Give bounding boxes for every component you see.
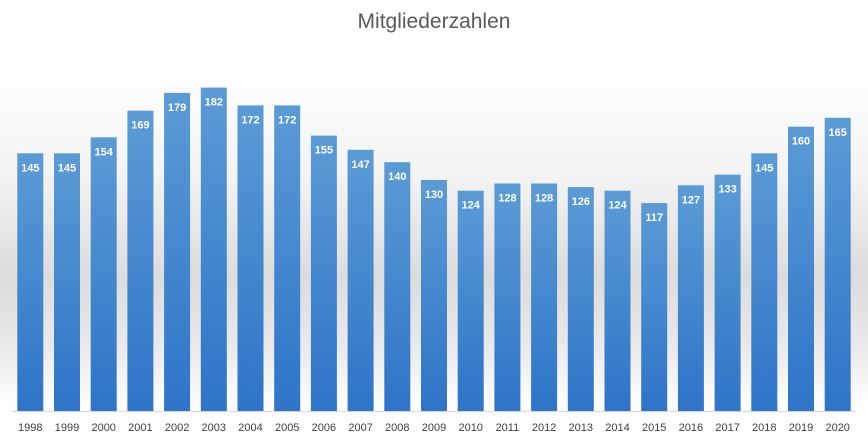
data-label-2020: 165 [829,127,847,139]
x-tick-label-2018: 2018 [752,422,776,434]
data-label-1998: 145 [21,162,39,174]
data-label-2017: 133 [718,184,736,196]
data-label-2004: 172 [241,114,259,126]
x-tick-label-2000: 2000 [91,422,115,434]
x-tick-label-1998: 1998 [18,422,42,434]
x-tick-label-2005: 2005 [275,422,299,434]
bar-2013 [567,187,594,411]
x-tick-label-2011: 2011 [496,422,520,434]
data-label-2011: 128 [498,193,516,205]
x-tick-label-1999: 1999 [55,422,79,434]
data-label-2003: 182 [205,97,223,109]
x-tick-label-2014: 2014 [605,422,629,434]
data-label-2013: 126 [572,196,590,208]
data-label-2009: 130 [425,189,443,201]
bar-2001 [127,110,154,411]
bar-2007 [347,149,374,412]
bar-2005 [274,105,301,412]
data-label-2010: 124 [462,200,481,212]
x-tick-label-2006: 2006 [312,422,336,434]
bar-1999 [54,153,80,412]
bar-1998 [17,153,44,412]
data-label-2006: 155 [315,145,333,157]
x-tick-label-2012: 2012 [532,422,556,434]
bar-2011 [494,183,521,411]
bar-2019 [788,126,814,411]
x-tick-label-2003: 2003 [202,422,226,434]
x-tick-label-2002: 2002 [165,422,189,434]
x-tick-label-2001: 2001 [128,422,152,434]
bar-2000 [90,137,117,412]
x-tick-label-2020: 2020 [825,422,849,434]
bar-2002 [164,92,191,412]
data-label-2000: 154 [95,146,114,158]
x-tick-label-2019: 2019 [789,422,813,434]
data-label-2019: 160 [792,136,810,148]
x-tick-label-2007: 2007 [348,422,372,434]
data-label-2018: 145 [755,162,773,174]
bar-2009 [421,180,447,411]
x-tick-label-2013: 2013 [569,422,593,434]
data-label-2002: 179 [168,102,186,114]
bar-2020 [824,117,851,412]
x-tick-label-2010: 2010 [458,422,482,434]
x-tick-labels-group: 1998 1999 2000 2001 2002 2003 2004 2005 2006 2007… [18,422,850,434]
data-label-2012: 128 [535,193,553,205]
data-label-2014: 124 [608,200,627,212]
data-label-2005: 172 [278,114,296,126]
x-tick-label-2004: 2004 [238,422,262,434]
bar-2016 [677,185,704,411]
x-tick-label-2017: 2017 [715,422,739,434]
bars-group: 145 145 154 169 179 182 172 172 155 147 140 130 124 1… [17,87,851,412]
data-label-1999: 145 [58,162,76,174]
data-label-2016: 127 [682,194,700,206]
data-label-2001: 169 [131,120,149,132]
bar-2018 [751,153,778,412]
bar-2017 [714,174,741,411]
x-tick-label-2008: 2008 [385,422,409,434]
bar-2015 [641,203,668,411]
data-label-2007: 147 [351,159,369,171]
x-tick-label-2015: 2015 [642,422,666,434]
bar-2003 [200,87,227,411]
bar-2008 [384,162,411,411]
bar-2006 [310,135,337,411]
bar-2004 [237,105,264,412]
bar-2010 [457,190,484,411]
chart-title: Mitgliederzahlen [357,10,511,33]
x-tick-label-2016: 2016 [679,422,703,434]
bar-2012 [531,183,558,411]
bar-2014 [604,190,631,411]
data-label-2015: 117 [645,212,663,224]
x-tick-label-2009: 2009 [422,422,446,434]
data-label-2008: 140 [388,171,406,183]
